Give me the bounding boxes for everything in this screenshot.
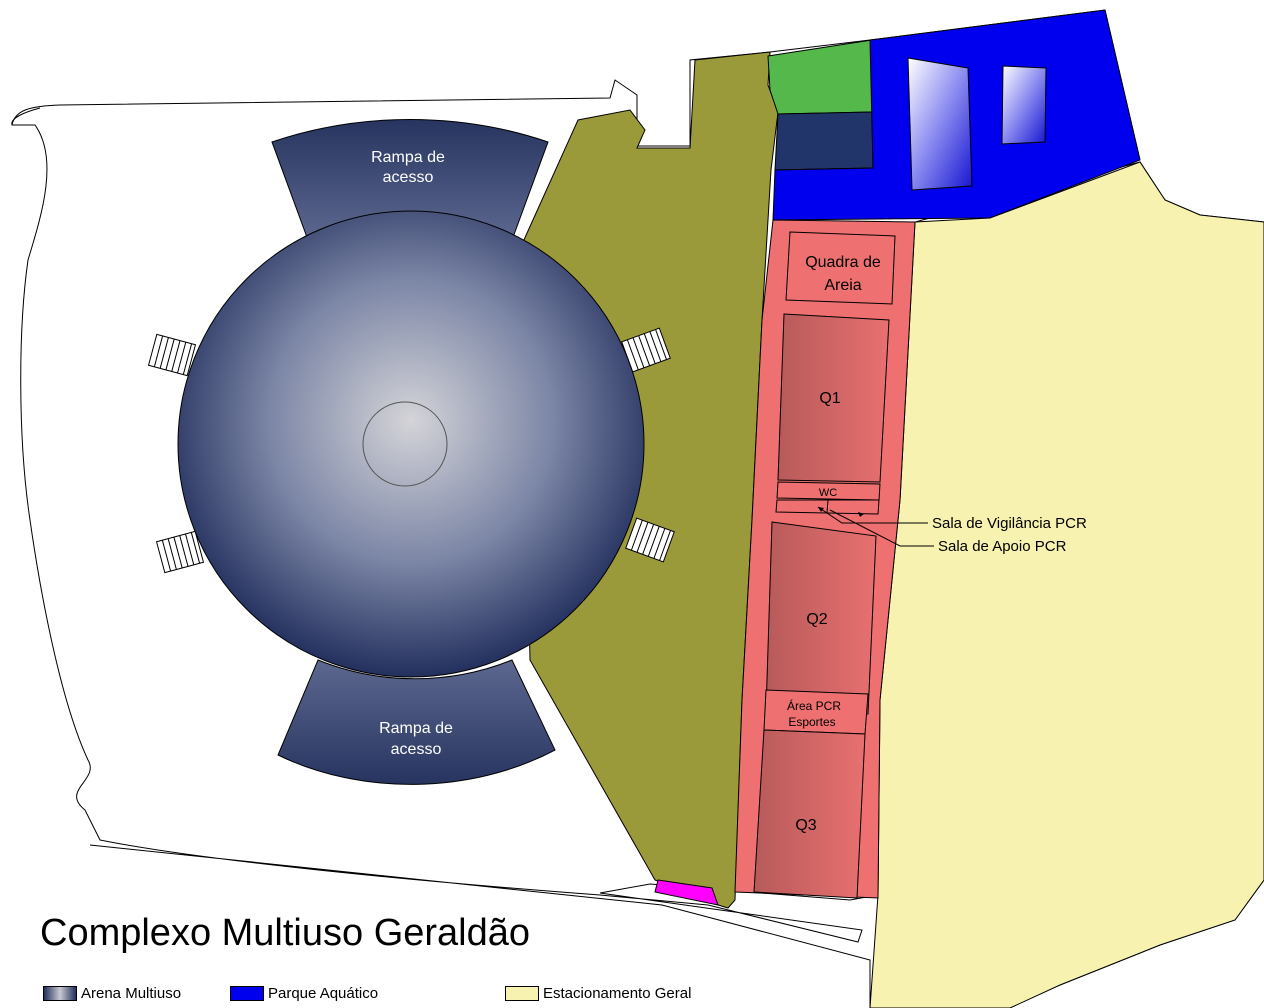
ramp-bottom-label-1: Rampa de [379,720,453,737]
arena-multiuso [177,210,645,678]
legend-aquatic-label: Parque Aquático [268,985,379,1002]
parking-area [869,161,1264,1008]
legend-arena: Arena Multiuso [43,985,181,1002]
navy-block [774,111,874,171]
ramp-top-label-1: Rampa de [371,149,445,166]
legend-parking-swatch [505,986,539,1001]
vigilance-leader [817,506,928,524]
pool-large [907,57,973,191]
stairs-left-top [147,333,197,377]
legend-parking: Estacionamento Geral [505,985,691,1002]
court-q1 [777,313,890,483]
sand-court-label-1: Quadra de [805,254,881,271]
magenta-block [654,879,719,906]
legend-aquatic: Parque Aquático [230,985,378,1002]
support-leader [829,509,934,547]
map-title: Complexo Multiuso Geraldão [40,912,531,954]
q1-label: Q1 [819,390,840,407]
legend-arena-label: Arena Multiuso [81,985,182,1002]
stairs-left-bottom [155,530,205,574]
vigilance-arrow [818,507,824,512]
pool-small [1001,65,1047,145]
rooms-divider [826,499,829,514]
wc-label: WC [819,487,837,499]
court-q2 [765,521,877,715]
sand-court [785,231,896,305]
pcr-area-label-1: Área PCR [787,698,841,713]
arena-center-ring [362,401,448,487]
court-q3 [753,729,866,899]
support-arrow [858,512,864,517]
stairs-right-bottom [625,517,675,563]
green-block [767,39,873,115]
ramp-bottom [277,659,556,785]
legend-arena-swatch [43,986,77,1001]
q2-label: Q2 [806,611,827,628]
legend-aquatic-swatch [230,986,264,1001]
vigilance-room-label: Sala de Vigilância PCR [932,515,1087,532]
q3-label: Q3 [795,817,816,834]
ramp-top-label-2: acesso [383,169,434,186]
pcr-area-label-2: Esportes [788,715,835,729]
sand-court-label-2: Areia [824,277,861,294]
ramp-bottom-label-2: acesso [391,741,442,758]
support-room-label: Sala de Apoio PCR [938,538,1067,555]
legend-parking-label: Estacionamento Geral [543,985,692,1002]
